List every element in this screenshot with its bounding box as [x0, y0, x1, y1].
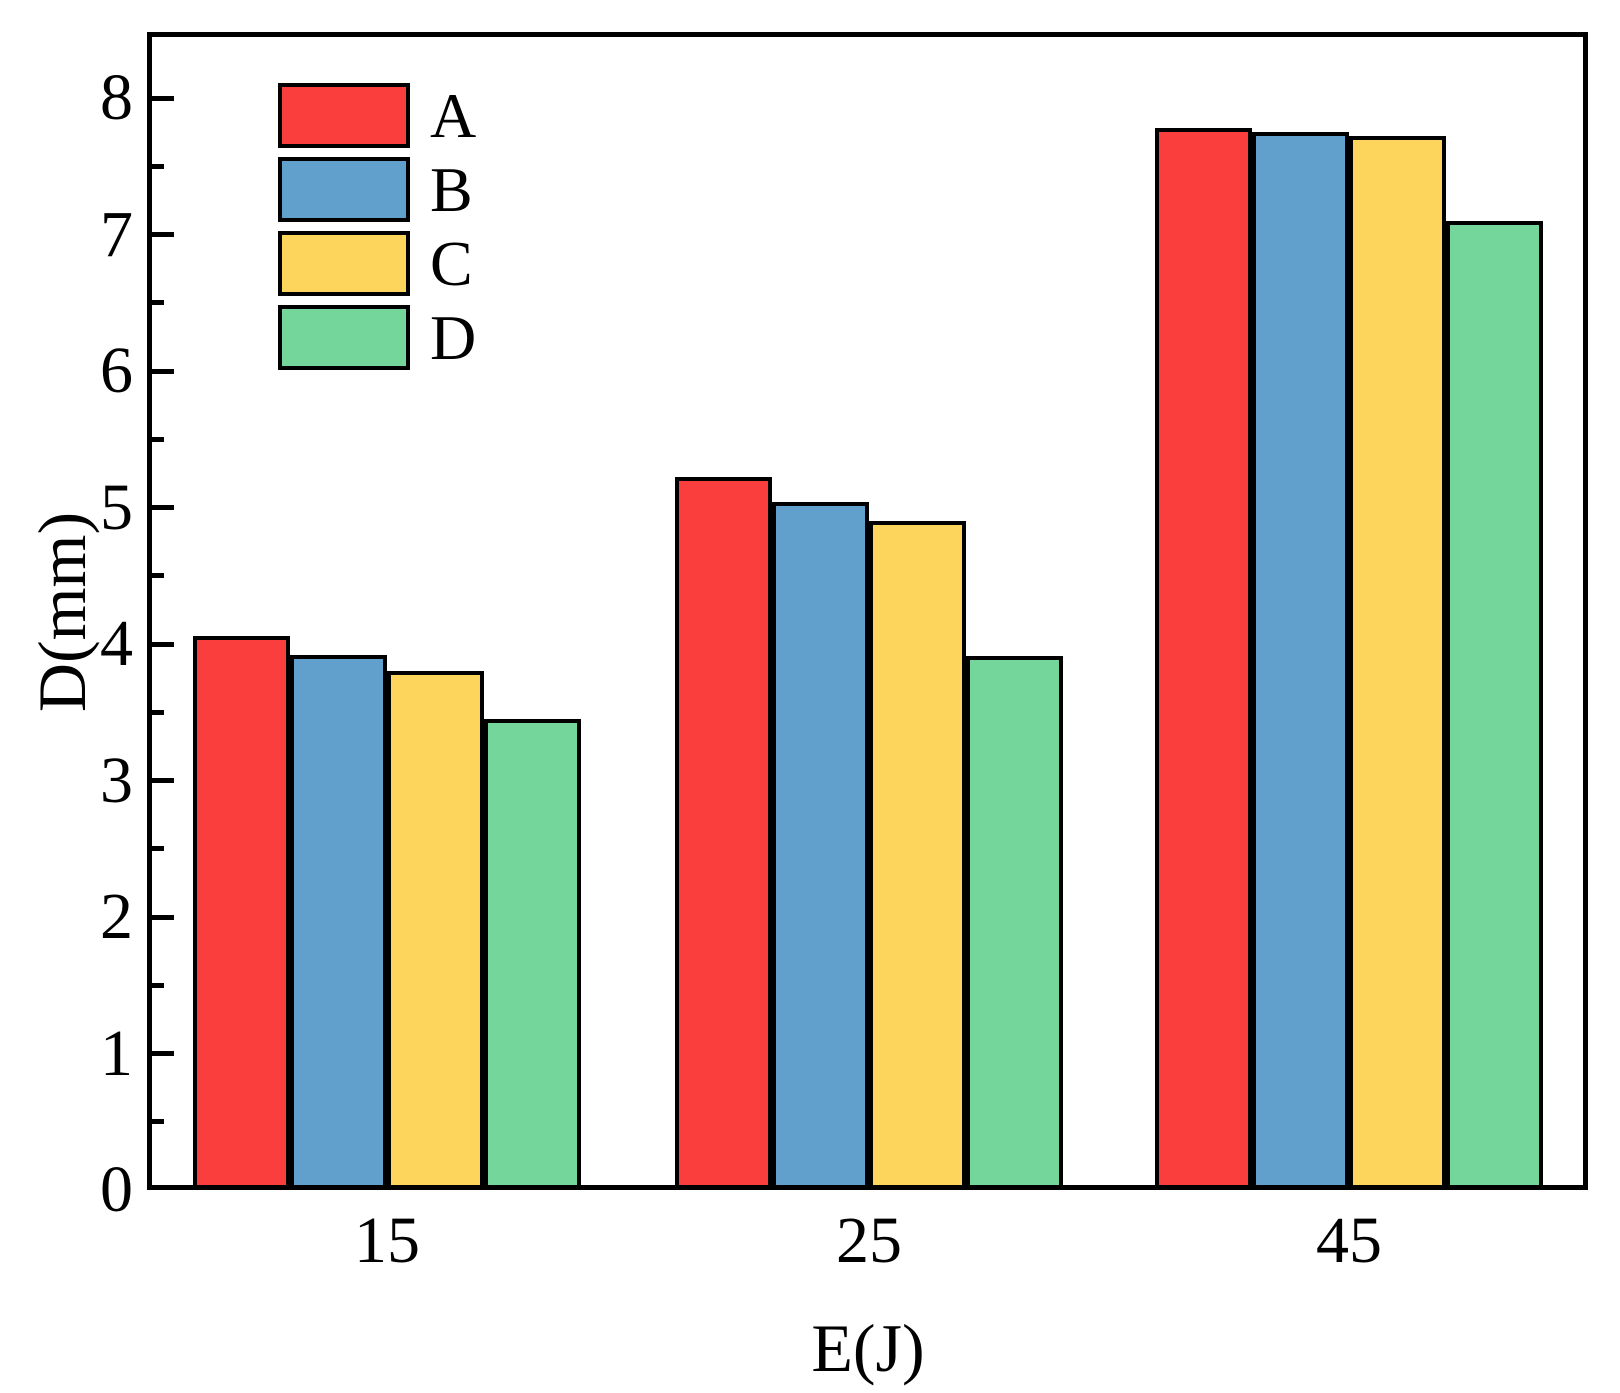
bar-a-15: [192, 636, 290, 1190]
y-axis-tick: [152, 915, 174, 920]
x-axis-tick-label-15: 15: [354, 1204, 420, 1277]
y-axis-tick: [152, 232, 174, 237]
y-axis-tick: [152, 573, 164, 578]
legend-label-c: C: [430, 227, 473, 299]
y-axis-tick-label: 2: [100, 880, 133, 953]
bar-b-25: [771, 502, 869, 1190]
bar-b-45: [1251, 132, 1349, 1190]
legend-swatch-b: [278, 157, 410, 222]
y-axis-tick: [152, 96, 174, 101]
y-axis-tick: [152, 300, 164, 305]
y-axis-tick: [152, 369, 174, 374]
y-axis-tick-label: 6: [100, 334, 133, 407]
y-axis-tick: [152, 642, 174, 647]
legend-label-a: A: [430, 79, 477, 151]
y-axis-tick-label: 0: [100, 1153, 133, 1226]
bar-d-15: [483, 719, 581, 1190]
legend-swatch-a: [278, 83, 410, 148]
legend-label-b: B: [430, 153, 473, 225]
x-axis-title: E(J): [811, 1310, 925, 1386]
y-axis-tick-label: 8: [100, 61, 133, 134]
y-axis-tick-label: 4: [100, 607, 133, 680]
bar-c-25: [868, 521, 966, 1190]
y-axis-tick: [152, 437, 164, 442]
y-axis-tick-label: 1: [100, 1017, 133, 1090]
y-axis-tick: [152, 983, 164, 988]
y-axis-tick-label: 3: [100, 744, 133, 817]
y-axis-tick: [152, 846, 164, 851]
bar-d-45: [1445, 221, 1543, 1190]
legend-swatch-d: [278, 305, 410, 370]
y-axis-tick: [152, 1051, 174, 1056]
legend-label-d: D: [430, 301, 477, 373]
bar-c-15: [386, 671, 484, 1190]
y-axis-tick: [152, 778, 174, 783]
x-axis-tick-label-25: 25: [836, 1204, 902, 1277]
y-axis-tick-label: 7: [100, 198, 133, 271]
x-axis-tick-label-45: 45: [1316, 1204, 1382, 1277]
bar-c-45: [1348, 136, 1446, 1190]
bar-a-45: [1154, 128, 1252, 1190]
bar-d-25: [965, 656, 1063, 1190]
y-axis-tick: [152, 1119, 164, 1124]
legend-swatch-c: [278, 231, 410, 296]
y-axis-tick: [152, 505, 174, 510]
y-axis-tick: [152, 164, 164, 169]
bar-a-25: [674, 477, 772, 1190]
y-axis-tick-label: 5: [100, 471, 133, 544]
y-axis-tick: [152, 710, 164, 715]
bar-b-15: [289, 655, 387, 1190]
